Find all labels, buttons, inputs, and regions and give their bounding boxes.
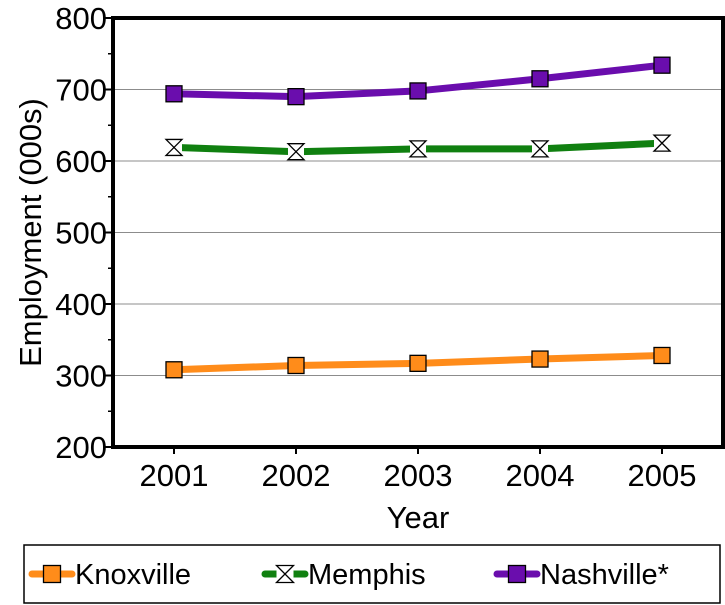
y-tick-label: 700 — [55, 73, 107, 108]
legend-box — [23, 544, 721, 604]
legend-item-knoxville: Knoxville — [28, 559, 191, 591]
legend-label: Memphis — [308, 559, 426, 591]
legend-swatch-marker — [274, 564, 296, 584]
legend-label: Nashville* — [540, 559, 669, 591]
data-point-memphis — [286, 143, 306, 161]
data-point-memphis — [164, 138, 184, 157]
data-point-nashville — [287, 88, 305, 106]
x-tick-label: 2001 — [140, 458, 209, 493]
series-nashville — [165, 56, 671, 106]
data-point-knoxville — [409, 354, 427, 372]
y-tick-label: 500 — [55, 216, 107, 251]
data-point-knoxville — [287, 356, 305, 375]
y-axis-ticks: 200 300 400 500 600 700 800 — [55, 1, 113, 465]
legend-label: Knoxville — [75, 559, 191, 591]
y-tick-label: 600 — [55, 144, 107, 179]
x-tick-label: 2004 — [506, 458, 575, 493]
y-tick-label: 400 — [55, 287, 107, 322]
data-point-nashville — [653, 56, 671, 74]
x-axis-ticks: 2001 2002 2003 2004 2005 — [140, 447, 697, 493]
data-point-memphis — [530, 140, 550, 158]
data-point-memphis — [408, 140, 428, 158]
legend-swatch-marker — [507, 564, 527, 584]
plot-area-frame — [111, 16, 725, 449]
y-axis-title: Employment (000s) — [13, 98, 48, 367]
data-point-nashville — [165, 85, 183, 103]
data-point-nashville — [409, 82, 427, 100]
data-point-knoxville — [531, 350, 549, 368]
data-point-knoxville — [165, 361, 183, 379]
y-tick-label: 800 — [55, 1, 107, 36]
legend: Knoxville Memphis Nashville* — [23, 544, 721, 604]
y-tick-label: 200 — [55, 430, 107, 465]
legend-item-nashville: Nashville* — [493, 559, 669, 591]
y-tick-label: 300 — [55, 359, 107, 394]
series-knoxville — [165, 346, 671, 379]
x-tick-label: 2005 — [628, 458, 697, 493]
x-axis-title: Year — [387, 500, 450, 535]
data-point-knoxville — [653, 346, 671, 365]
gridlines — [113, 89, 723, 376]
x-tick-label: 2002 — [262, 458, 331, 493]
legend-swatch-marker — [42, 564, 62, 584]
legend-item-memphis: Memphis — [261, 559, 426, 591]
data-point-memphis — [652, 134, 672, 152]
series-group — [164, 56, 672, 379]
series-memphis — [164, 134, 672, 161]
data-point-nashville — [531, 70, 549, 88]
x-tick-label: 2003 — [384, 458, 453, 493]
